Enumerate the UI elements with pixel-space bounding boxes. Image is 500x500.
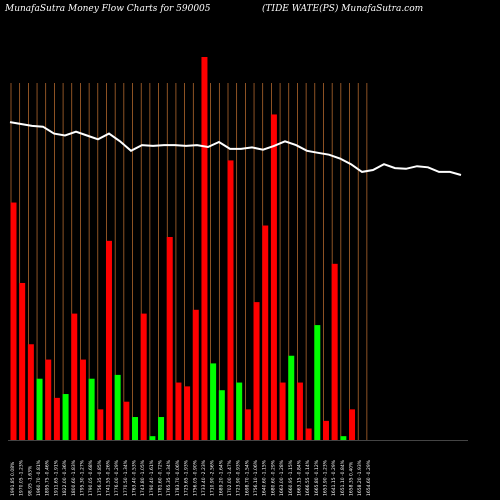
x-tick-label: 1741.55 -0.26% [105,459,111,496]
bar-positive [340,436,347,440]
bar-negative [27,344,34,440]
x-tick-label: 1689.20 -1.64% [218,459,224,496]
chart-title-left: MunafaSutra Money Flow Charts for 590005 [5,4,211,14]
x-tick-label: 1795.30 -1.27% [79,459,85,496]
bar-negative [201,57,208,440]
bar-positive [218,390,225,440]
x-tick-label: 1800.60 -1.83% [71,459,77,496]
bar-negative [79,359,86,440]
x-tick-label: 1783.70 -0.06% [175,459,181,496]
x-tick-label: 1663.00 -1.28% [279,459,285,496]
x-tick-label: 1651.10 -0.84% [340,459,346,496]
x-tick-label: 1911.65 -1.91% [53,459,59,496]
bar-negative [305,428,312,440]
bar-positive [210,363,217,440]
x-tick-label: 1970.05 -1.23% [19,459,25,496]
bar-negative [19,282,26,440]
x-tick-label: 1781.60 -0.72% [158,459,164,496]
x-tick-label: 1660.95 -1.15% [288,459,294,496]
bar-negative [140,313,147,440]
bar-negative [227,160,234,440]
bar-positive [149,436,156,440]
x-tick-label: 1790.40 -1.61% [149,459,155,496]
x-tick-label: 1895.75 -0.46% [45,459,51,496]
bar-negative [296,382,303,440]
x-tick-label: 1991.85 0.08% [10,461,16,496]
bar-negative [10,202,17,440]
x-tick-label: 98.95 -1.63% [27,465,33,496]
bar-negative [253,302,260,440]
x-tick-label: 1790.05 -0.68% [88,459,94,496]
x-tick-label: 1756.10 -1.06% [253,459,259,496]
x-tick-label: 1710.90 -2.56% [210,459,216,496]
bar-negative [279,382,286,440]
bar-positive [88,378,95,440]
x-tick-label: 1702.00 -1.47% [227,459,233,496]
x-tick-label: 1698.70 -1.54% [244,459,250,496]
bar-negative [123,401,130,440]
x-tick-label: 1756.35 -0.85% [97,459,103,496]
bar-series [10,57,356,440]
x-tick-label: 1743.80 -1.05% [140,459,146,496]
x-tick-label: 1725.65 -1.93% [184,459,190,496]
price-line-path [9,121,462,176]
x-tick-label: 1763.40 -0.53% [132,459,138,496]
bar-positive [288,355,295,440]
bar-negative [53,397,60,440]
bar-negative [262,225,269,440]
bar-negative [105,240,112,440]
bar-positive [158,417,165,440]
bar-negative [166,237,173,440]
bar-negative [45,359,52,440]
x-tick-label: 1640.60 -1.15% [262,459,268,496]
bar-negative [97,409,104,440]
x-tick-label: 1770.50 -1.34% [123,459,129,496]
x-tick-label: 1654.60 -0.29% [366,459,372,496]
x-tick-label: 1665.80 -0.12% [314,459,320,496]
x-axis-labels: 1991.85 0.08% 1970.05 -1.23% 98.95 -1.63% 1… [10,459,372,496]
bar-negative [322,420,329,440]
bar-negative [349,409,356,440]
x-tick-label: 1822.00 -0.36% [62,459,68,496]
bar-negative [331,263,338,440]
bar-negative [192,309,199,440]
x-tick-label: 1960.70 -0.81% [36,459,42,496]
x-tick-label: 1680.60 -0.29% [270,459,276,496]
x-tick-label: 1641.15 -0.29% [331,459,337,496]
x-tick-label: 1658.35 0.40% [349,461,355,496]
bar-positive [62,394,69,440]
bar-negative [244,409,251,440]
x-tick-label: 1663.15 -0.84% [296,459,302,496]
bar-negative [270,114,277,440]
bar-positive [236,382,243,440]
x-tick-label: 1723.90 -0.93% [236,459,242,496]
chart-title-right: (TIDE WATE(PS) MunafaSutra.com [262,4,424,14]
x-tick-label: 1765.35 -0.34% [166,459,172,496]
x-tick-label: 1756.05 -0.90% [192,459,198,496]
bar-positive [36,378,43,440]
bar-negative [184,386,191,440]
bar-positive [114,374,121,440]
x-tick-label: 1733.40 -2.23% [201,459,207,496]
bar-negative [71,313,78,440]
x-tick-label: 1776.00 -0.29% [114,459,120,496]
bar-positive [132,417,139,440]
x-tick-label: 1653.90 -1.23% [322,459,328,496]
bar-negative [175,382,182,440]
bar-positive [314,325,321,440]
price-line [9,121,462,176]
x-tick-label: 1658.20 -1.93% [357,459,363,496]
x-tick-label: 1666.55 -0.14% [305,459,311,496]
